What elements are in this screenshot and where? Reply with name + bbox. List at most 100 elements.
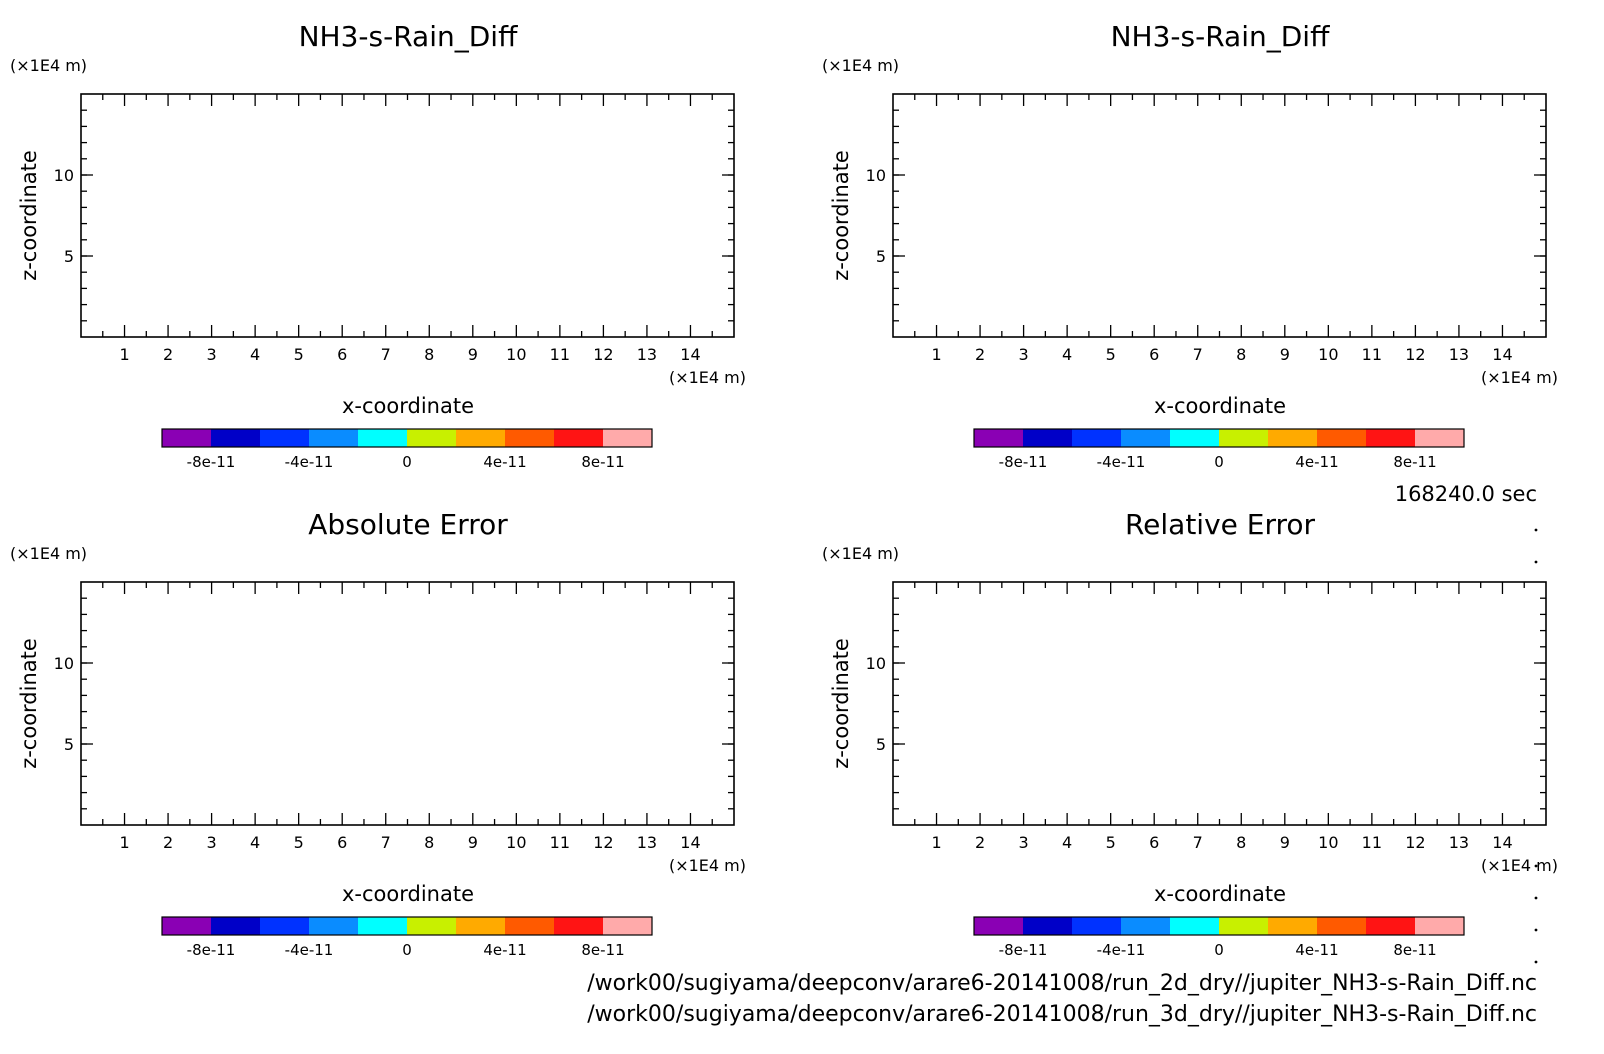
y-axis-label: z-coordinate xyxy=(829,150,853,281)
colorbar-swatch xyxy=(162,429,212,447)
plot-frame xyxy=(80,581,735,826)
colorbar-swatch xyxy=(974,917,1024,935)
x-tick-label: 8 xyxy=(1236,345,1246,364)
colorbar-tick-label: 0 xyxy=(1214,453,1224,471)
colorbar-tick-label: 4e-11 xyxy=(1295,453,1338,471)
x-tick-label: 10 xyxy=(506,833,526,852)
x-tick-label: 12 xyxy=(1405,345,1425,364)
y-unit-label: (×1E4 m) xyxy=(10,56,87,75)
x-tick-label: 14 xyxy=(680,833,700,852)
colorbar-frame xyxy=(973,428,1465,448)
colorbar-swatch xyxy=(1317,917,1367,935)
x-tick-label: 11 xyxy=(1362,833,1382,852)
colorbar-tick-label: -8e-11 xyxy=(999,941,1048,959)
x-tick-label: 6 xyxy=(337,833,347,852)
x-tick-label: 9 xyxy=(1280,345,1290,364)
colorbar-swatch xyxy=(505,429,555,447)
x-tick-label: 13 xyxy=(1449,345,1469,364)
x-tick-label: 5 xyxy=(1106,345,1116,364)
x-tick-label: 6 xyxy=(337,345,347,364)
colorbar-swatch xyxy=(358,917,408,935)
x-tick-label: 10 xyxy=(506,345,526,364)
edge-dot xyxy=(1534,560,1538,564)
edge-dot xyxy=(1534,928,1538,932)
x-unit-label: (×1E4 m) xyxy=(1481,856,1558,875)
colorbar-swatch xyxy=(1268,917,1318,935)
colorbar-tick-label: 0 xyxy=(1214,941,1224,959)
panel-title: NH3-s-Rain_Diff xyxy=(1111,20,1330,53)
y-tick-label: 5 xyxy=(64,247,74,266)
edge-dot xyxy=(1534,960,1538,964)
colorbar-swatch xyxy=(554,917,604,935)
y-unit-label: (×1E4 m) xyxy=(822,544,899,563)
colorbar-swatch xyxy=(974,429,1024,447)
colorbar-tick-label: 8e-11 xyxy=(1393,941,1436,959)
x-tick-label: 3 xyxy=(1019,833,1029,852)
x-tick-label: 7 xyxy=(1193,345,1203,364)
colorbar-swatch xyxy=(505,917,555,935)
file-path-1: /work00/sugiyama/deepconv/arare6-2014100… xyxy=(587,971,1537,996)
x-tick-label: 4 xyxy=(1062,345,1072,364)
colorbar-frame xyxy=(973,916,1465,936)
colorbar-frame xyxy=(161,916,653,936)
y-tick-label: 10 xyxy=(866,654,886,673)
colorbar-tick-label: -4e-11 xyxy=(285,453,334,471)
y-tick-label: 5 xyxy=(876,247,886,266)
x-tick-label: 7 xyxy=(381,833,391,852)
plot-frame xyxy=(80,93,735,338)
y-tick-label: 10 xyxy=(866,166,886,185)
time-label: 168240.0 sec xyxy=(1395,482,1537,506)
x-tick-label: 4 xyxy=(250,833,260,852)
colorbar-swatch xyxy=(1268,429,1318,447)
colorbar-tick-label: 8e-11 xyxy=(581,453,624,471)
x-axis-label: x-coordinate xyxy=(1154,394,1286,418)
x-tick-label: 13 xyxy=(637,833,657,852)
y-unit-label: (×1E4 m) xyxy=(10,544,87,563)
colorbar-tick-label: -8e-11 xyxy=(999,453,1048,471)
plot-frame xyxy=(892,93,1547,338)
colorbar-swatch xyxy=(1170,429,1220,447)
x-tick-label: 7 xyxy=(381,345,391,364)
panel-title: Relative Error xyxy=(1125,508,1316,541)
plot-frame xyxy=(892,581,1547,826)
x-tick-label: 14 xyxy=(1492,833,1512,852)
colorbar-swatch xyxy=(309,429,359,447)
colorbar-tick-label: -4e-11 xyxy=(1097,941,1146,959)
x-tick-label: 14 xyxy=(680,345,700,364)
x-tick-label: 12 xyxy=(593,345,613,364)
colorbar-swatch xyxy=(1023,429,1073,447)
y-tick-label: 5 xyxy=(64,735,74,754)
x-tick-label: 1 xyxy=(931,833,941,852)
y-axis-label: z-coordinate xyxy=(17,150,41,281)
x-tick-label: 1 xyxy=(119,833,129,852)
y-tick-label: 10 xyxy=(54,166,74,185)
colorbar-swatch xyxy=(1415,429,1465,447)
y-tick-label: 10 xyxy=(54,654,74,673)
x-tick-label: 4 xyxy=(250,345,260,364)
x-tick-label: 5 xyxy=(294,833,304,852)
colorbar-swatch xyxy=(1366,429,1416,447)
colorbar-swatch xyxy=(407,429,457,447)
colorbar-tick-label: 8e-11 xyxy=(1393,453,1436,471)
x-tick-label: 1 xyxy=(931,345,941,364)
colorbar-swatch xyxy=(554,429,604,447)
colorbar-swatch xyxy=(211,917,261,935)
y-axis-label: z-coordinate xyxy=(829,638,853,769)
colorbar-swatch xyxy=(309,917,359,935)
x-tick-label: 8 xyxy=(424,833,434,852)
colorbar-swatch xyxy=(407,917,457,935)
colorbar-frame xyxy=(161,428,653,448)
colorbar-swatch xyxy=(1121,917,1171,935)
x-unit-label: (×1E4 m) xyxy=(1481,368,1558,387)
colorbar-swatch xyxy=(358,429,408,447)
colorbar-swatch xyxy=(456,429,506,447)
x-tick-label: 2 xyxy=(975,345,985,364)
x-tick-label: 2 xyxy=(163,345,173,364)
x-tick-label: 12 xyxy=(1405,833,1425,852)
colorbar-swatch xyxy=(1072,429,1122,447)
